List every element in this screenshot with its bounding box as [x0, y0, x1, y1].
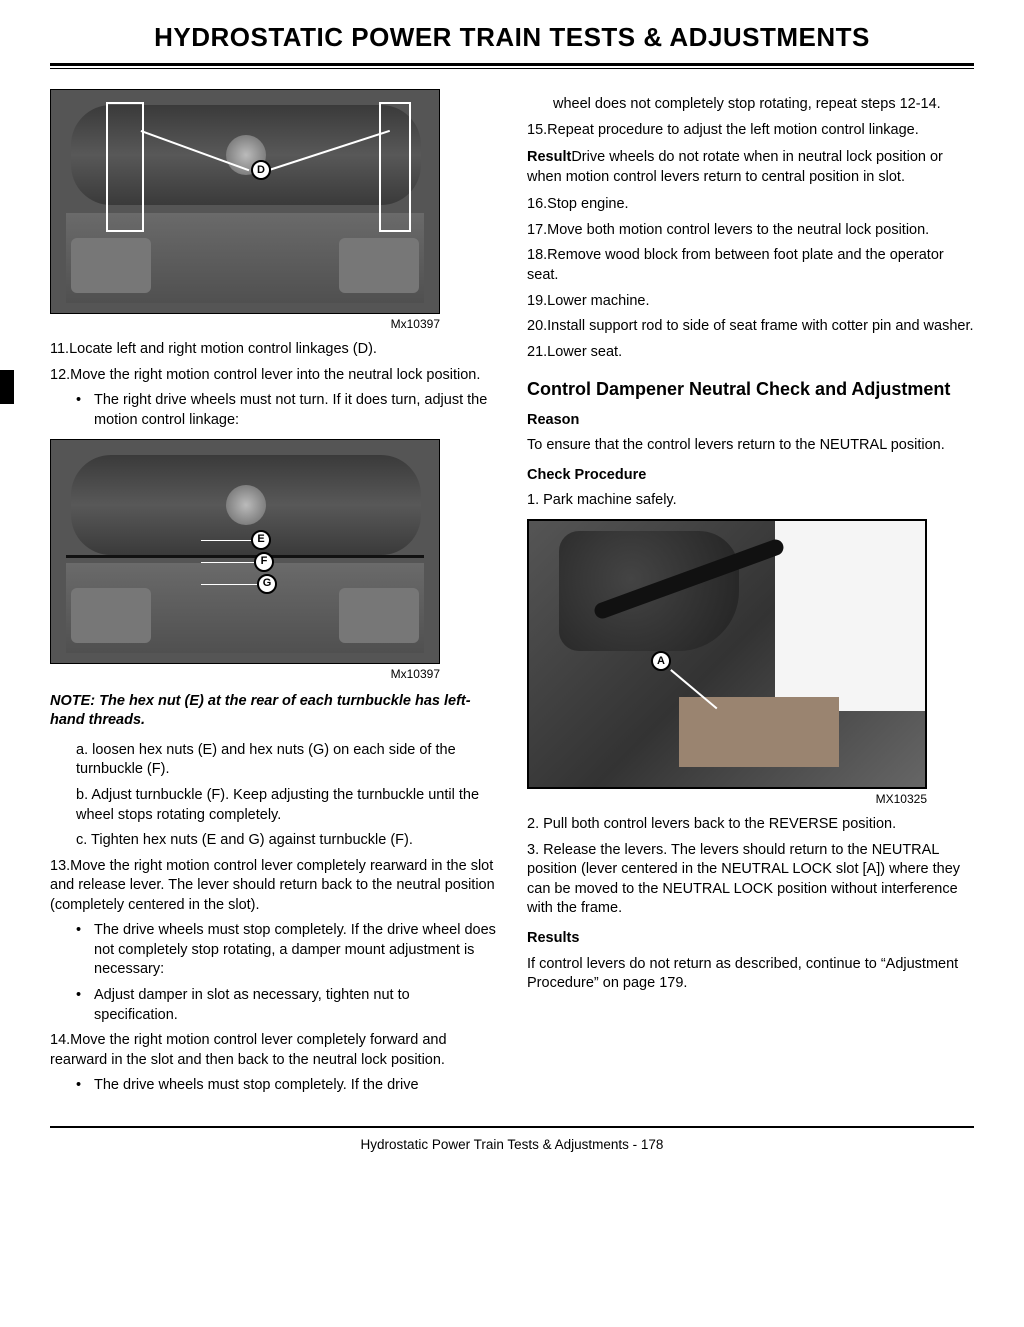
- figure-caption: Mx10397: [50, 316, 440, 332]
- page-footer: Hydrostatic Power Train Tests & Adjustme…: [50, 1126, 974, 1154]
- step-19: 19.Lower machine.: [527, 292, 974, 312]
- result-label: Result: [527, 149, 571, 165]
- step-12-bullet: The right drive wheels must not turn. If…: [76, 391, 497, 430]
- step-18: 18.Remove wood block from between foot p…: [527, 246, 974, 285]
- figure-caption: MX10325: [527, 791, 927, 807]
- title-rule: [50, 63, 974, 66]
- step-20: 20.Install support rod to side of seat f…: [527, 317, 974, 337]
- substep-c: c. Tighten hex nuts (E and G) against tu…: [76, 831, 497, 851]
- left-column: D Mx10397 11.Locate left and right motio…: [50, 89, 497, 1102]
- content-columns: D Mx10397 11.Locate left and right motio…: [50, 89, 974, 1102]
- step-11: 11.Locate left and right motion control …: [50, 340, 497, 360]
- check-procedure-heading: Check Procedure: [527, 466, 974, 486]
- title-rule: [50, 68, 974, 69]
- step-15: 15.Repeat procedure to adjust the left m…: [527, 121, 974, 141]
- callout-e: E: [251, 530, 271, 550]
- reason-text: To ensure that the control levers return…: [527, 436, 974, 456]
- step-16: 16.Stop engine.: [527, 195, 974, 215]
- check-step-2: 2. Pull both control levers back to the …: [527, 815, 974, 835]
- callout-a: A: [651, 651, 671, 671]
- step-12: 12.Move the right motion control lever i…: [50, 366, 497, 386]
- callout-f: F: [254, 552, 274, 572]
- step-13-bullet-a: The drive wheels must stop completely. I…: [76, 921, 497, 980]
- step-13: 13.Move the right motion control lever c…: [50, 857, 497, 916]
- step-13-bullet-b: Adjust damper in slot as necessary, tigh…: [76, 986, 497, 1025]
- section-heading: Control Dampener Neutral Check and Adjus…: [527, 378, 974, 401]
- callout-g: G: [257, 574, 277, 594]
- step-14-continuation: wheel does not completely stop rotating,…: [553, 95, 974, 115]
- check-step-1: 1. Park machine safely.: [527, 491, 974, 511]
- results-heading: Results: [527, 929, 974, 949]
- results-text: If control levers do not return as descr…: [527, 955, 974, 994]
- figure-efg: E F G: [50, 439, 440, 664]
- substep-b: b. Adjust turnbuckle (F). Keep adjusting…: [76, 786, 497, 825]
- result-line: ResultDrive wheels do not rotate when in…: [527, 148, 974, 187]
- check-step-3: 3. Release the levers. The levers should…: [527, 841, 974, 919]
- figure-caption: Mx10397: [50, 666, 440, 682]
- note-text: NOTE: The hex nut (E) at the rear of eac…: [50, 692, 497, 731]
- step-14: 14.Move the right motion control lever c…: [50, 1031, 497, 1070]
- result-text: Drive wheels do not rotate when in neutr…: [527, 149, 943, 185]
- side-tab: [0, 370, 14, 404]
- right-column: wheel does not completely stop rotating,…: [527, 89, 974, 1102]
- reason-heading: Reason: [527, 411, 974, 431]
- substep-a: a. loosen hex nuts (E) and hex nuts (G) …: [76, 741, 497, 780]
- step-21: 21.Lower seat.: [527, 343, 974, 363]
- figure-d: D: [50, 89, 440, 314]
- page-title: HYDROSTATIC POWER TRAIN TESTS & ADJUSTME…: [50, 20, 974, 63]
- step-14-bullet: The drive wheels must stop completely. I…: [76, 1076, 497, 1096]
- figure-a: A: [527, 519, 927, 789]
- callout-d: D: [251, 160, 271, 180]
- step-17: 17.Move both motion control levers to th…: [527, 221, 974, 241]
